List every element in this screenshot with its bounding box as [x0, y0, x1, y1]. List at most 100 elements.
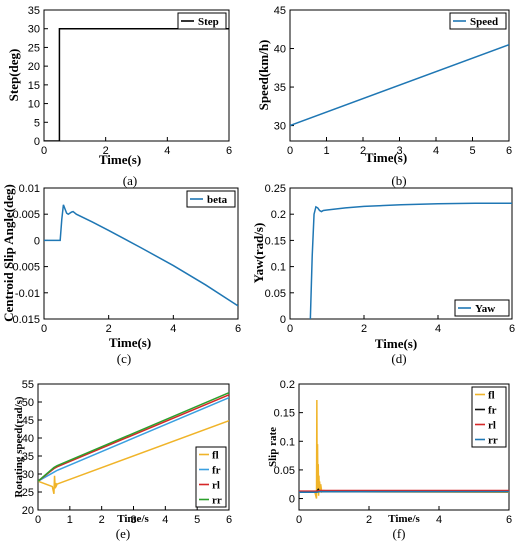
x-tick-label: 5 [469, 145, 475, 157]
y-tick-label: 0 [34, 136, 40, 148]
y-tick-label: 40 [22, 433, 34, 445]
legend-label-rl: rl [488, 420, 496, 432]
series-line-rr [38, 391, 229, 482]
x-tick-label: 6 [506, 514, 512, 526]
legend-label-Step: Step [198, 16, 219, 28]
legend: Yaw [454, 299, 510, 317]
y-tick-label: 5 [34, 117, 40, 129]
panel-caption: (c) [117, 351, 131, 366]
x-tick-label: 0 [35, 514, 41, 526]
y-tick-label: 35 [28, 5, 40, 17]
plot-frame [289, 187, 513, 320]
x-tick-label: 4 [162, 514, 168, 526]
plot-frame [43, 9, 230, 142]
y-tick-label: 0 [34, 235, 40, 247]
series-line-fr [38, 396, 229, 482]
x-tick-label: 0 [287, 323, 293, 335]
y-tick-label: 25 [22, 487, 34, 499]
y-tick-label: 45 [22, 415, 34, 427]
legend: Speed [449, 12, 507, 30]
panel-caption: (e) [116, 526, 130, 541]
y-tick-label: 0.05 [274, 465, 295, 477]
y-axis-label: Speed(km/h) [256, 40, 271, 111]
x-axis-label: Time(s) [375, 336, 417, 351]
legend-box [449, 12, 507, 30]
x-tick-label: 0 [296, 514, 302, 526]
legend-label-rr: rr [488, 435, 498, 447]
y-tick-label: 0.1 [271, 262, 286, 274]
y-tick-label: 0.05 [265, 288, 286, 300]
y-tick-label: 30 [22, 469, 34, 481]
legend-box [195, 446, 227, 508]
x-axis-label: Time(s) [109, 335, 151, 350]
legend-label-fl: fl [212, 450, 219, 462]
x-tick-label: 6 [226, 514, 232, 526]
legend: fl fr rl rr [195, 446, 227, 508]
x-tick-label: 1 [67, 514, 73, 526]
chart-panel-2: 0 1 2 3 4 5 630354045Time(s)Speed(km/h)(b)Spee… [256, 5, 512, 188]
x-tick-label: 2 [361, 323, 367, 335]
y-axis-label: Yaw(rad/s) [251, 223, 266, 284]
legend-label-Speed: Speed [470, 16, 498, 28]
y-tick-label: 0.15 [265, 235, 286, 247]
x-tick-label: 4 [170, 323, 176, 335]
y-tick-label: 35 [274, 82, 286, 94]
y-tick-label: 50 [22, 397, 34, 409]
x-tick-label: 5 [194, 514, 200, 526]
series-line-Yaw [309, 202, 512, 319]
legend-label-fl: fl [488, 390, 495, 402]
y-tick-label: 25 [28, 42, 40, 54]
x-tick-label: 6 [509, 323, 515, 335]
chart-panel-1: 0 2 4 6 0 5 10 15 20 25 30 35 Time(s) Step(deg) (a) Ste… [6, 5, 232, 188]
x-tick-label: 4 [435, 323, 441, 335]
panel-caption: (b) [391, 173, 406, 188]
y-tick-label: 0 [280, 314, 286, 326]
legend-box [177, 12, 227, 30]
y-tick-label: 20 [28, 61, 40, 73]
x-tick-label: 2 [360, 145, 366, 157]
y-tick-label: 0.15 [274, 408, 295, 420]
legend-label-beta: beta [207, 194, 228, 206]
y-tick-label: 45 [274, 5, 286, 17]
x-tick-label: 6 [226, 145, 232, 157]
legend-box [186, 190, 236, 208]
legend: fl fr rl rr [471, 386, 507, 448]
y-tick-label: 0.005 [12, 209, 40, 221]
y-tick-label: 20 [22, 505, 34, 517]
x-tick-label: 3 [396, 145, 402, 157]
y-tick-label: -0.005 [9, 262, 40, 274]
legend: Step [177, 12, 227, 30]
x-tick-label: 4 [436, 514, 442, 526]
x-tick-label: 2 [103, 145, 109, 157]
y-axis-label: Slip rate [267, 427, 279, 467]
x-tick-label: 6 [506, 145, 512, 157]
x-tick-label: 3 [130, 514, 136, 526]
series-line-beta [44, 204, 238, 307]
y-axis-label: Step(deg) [6, 49, 21, 102]
panel-caption: (a) [123, 173, 137, 188]
chart-panel-3: 0 2 4 6 -0.015 -0.01 -0.005 0 0.005 0.01 Time(s) Ce… [1, 183, 241, 366]
x-axis-label: Time/s [117, 513, 149, 525]
legend-box [454, 299, 510, 317]
x-axis-label: Time(s) [365, 150, 407, 165]
series-line-fl [38, 420, 229, 494]
x-tick-label: 2 [106, 323, 112, 335]
y-tick-label: 0.2 [271, 209, 286, 221]
y-tick-label: 0.1 [280, 436, 295, 448]
plot-frame [289, 9, 510, 142]
y-tick-label: 0 [289, 494, 295, 506]
y-tick-label: 35 [22, 451, 34, 463]
y-axis-label: Rotating speed(rad/s) [13, 396, 25, 497]
x-axis-label: Time(s) [99, 152, 141, 167]
y-tick-label: 0.2 [280, 379, 295, 391]
legend-label-Yaw: Yaw [475, 303, 495, 315]
x-tick-label: 0 [41, 145, 47, 157]
legend: beta [186, 190, 236, 208]
series-line-rr [299, 490, 509, 493]
y-tick-label: 40 [274, 44, 286, 56]
x-tick-label: 4 [433, 145, 439, 157]
x-axis-label: Time/s [388, 513, 420, 525]
